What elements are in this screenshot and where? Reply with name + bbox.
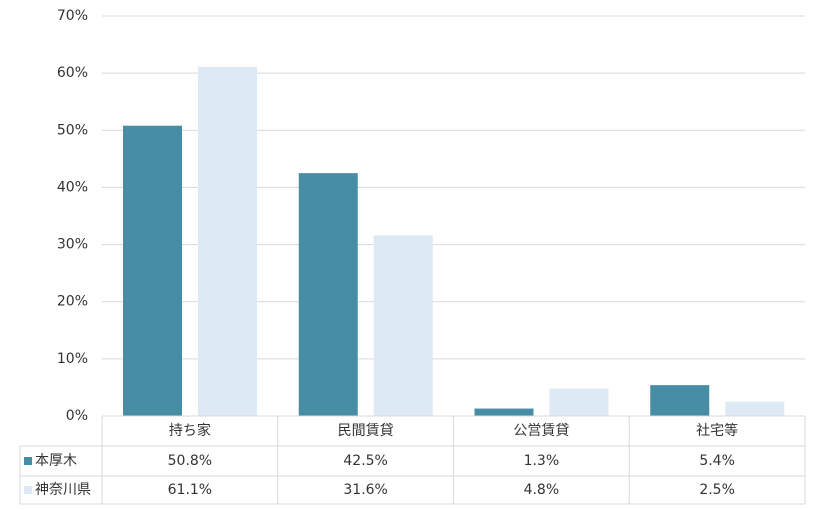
table-value: 4.8% [524, 482, 560, 498]
bar [123, 125, 182, 416]
legend-swatch [24, 457, 32, 465]
table-value: 42.5% [343, 453, 387, 469]
table-value: 5.4% [699, 453, 735, 469]
y-tick-label: 50% [57, 122, 88, 138]
y-tick-label: 10% [57, 351, 88, 367]
legend-label: 本厚木 [35, 453, 77, 469]
table-value: 1.3% [524, 453, 560, 469]
table-value: 61.1% [168, 482, 212, 498]
bar [298, 173, 358, 416]
y-tick-label: 60% [57, 65, 88, 81]
table-value: 50.8% [168, 453, 212, 469]
x-tick-label: 公営賃貸 [513, 423, 569, 439]
table-value: 2.5% [699, 482, 735, 498]
y-tick-label: 40% [57, 179, 88, 195]
y-tick-label: 70% [57, 8, 88, 24]
bar [474, 408, 534, 416]
bar [650, 385, 710, 416]
legend-label: 神奈川県 [35, 482, 91, 498]
x-tick-label: 社宅等 [696, 422, 738, 439]
bar [725, 401, 785, 416]
y-tick-label: 30% [57, 237, 88, 253]
bar [198, 66, 257, 416]
y-tick-label: 0% [66, 408, 88, 424]
x-tick-label: 民間賃貸 [338, 423, 394, 439]
table-value: 31.6% [343, 482, 387, 498]
x-tick-label: 持ち家 [169, 422, 211, 439]
bar [373, 235, 433, 416]
legend-swatch [24, 486, 32, 494]
y-tick-label: 20% [57, 294, 88, 310]
bar [549, 388, 609, 416]
